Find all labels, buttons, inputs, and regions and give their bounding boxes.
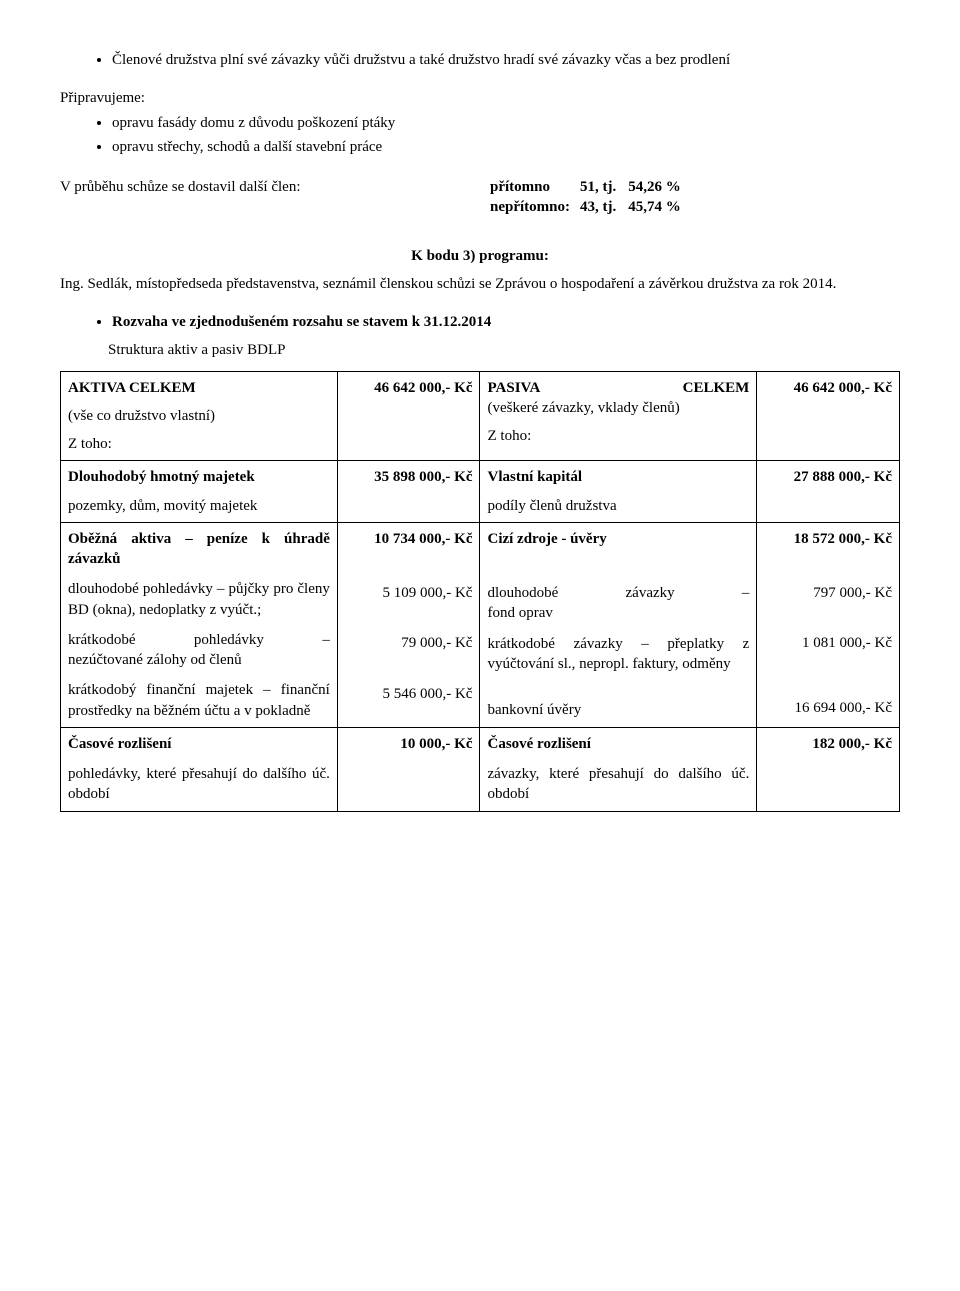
dhm-sub: pozemky, dům, movitý majetek <box>68 496 330 516</box>
casove-c-title: Časové rozlišení <box>487 734 749 754</box>
cizi-val3: 1 081 000,- Kč <box>764 633 892 653</box>
cizi-p1-l: dlouhodobé <box>487 583 558 603</box>
casove-c-p: závazky, které přesahují do dalšího úč. … <box>487 764 749 805</box>
attendance-block: V průběhu schůze se dostavil další člen:… <box>60 177 900 218</box>
prep-item-1: opravu fasády domu z důvodu poškození pt… <box>112 113 900 133</box>
aktiva-ztoho: Z toho: <box>68 434 330 454</box>
obezna-val2: 5 109 000,- Kč <box>345 583 473 603</box>
vk-value: 27 888 000,- Kč <box>757 461 900 523</box>
att-absent-pct: 45,74 % <box>628 197 681 217</box>
vk-sub: podíly členů družstva <box>487 496 749 516</box>
struktura-label: Struktura aktiv a pasiv BDLP <box>108 340 900 360</box>
casove-a-val: 10 000,- Kč <box>337 727 480 811</box>
cizi-title: Cizí zdroje - úvěry <box>487 529 749 549</box>
cizi-p1-r: – <box>742 583 750 603</box>
preparing-label: Připravujeme: <box>60 88 900 108</box>
prep-item-2: opravu střechy, schodů a další stavební … <box>112 137 900 157</box>
dhm-title: Dlouhodobý hmotný majetek <box>68 467 330 487</box>
obezna-p3: krátkodobý finanční majetek – finanční p… <box>68 680 330 721</box>
casove-a-p: pohledávky, které přesahují do dalšího ú… <box>68 764 330 805</box>
aktiva-celkem-title: AKTIVA CELKEM <box>68 378 330 398</box>
cizi-p2: krátkodobé závazky – přeplatky z vyúčtov… <box>487 634 749 675</box>
cizi-p1-m: závazky <box>626 583 675 603</box>
pasiva-sub: (veškeré závazky, vklady členů) <box>487 398 749 418</box>
top-bullet-1: Členové družstva plní své závazky vůči d… <box>112 50 900 70</box>
table-row: AKTIVA CELKEM (vše co družstvo vlastní) … <box>61 371 900 461</box>
table-row: Oběžná aktiva – peníze k úhradě závazků … <box>61 522 900 727</box>
cizi-val4: 16 694 000,- Kč <box>764 698 892 718</box>
program-heading: K bodu 3) programu: <box>60 246 900 266</box>
pasiva-celkem-value: 46 642 000,- Kč <box>757 371 900 461</box>
celkem-word: CELKEM <box>683 378 750 398</box>
obezna-p2-line2: nezúčtované zálohy od členů <box>68 650 330 670</box>
attendance-intro: V průběhu schůze se dostavil další člen: <box>60 177 490 218</box>
aktiva-celkem-sub: (vše co družstvo vlastní) <box>68 406 330 426</box>
pasiva-word: PASIVA <box>487 378 540 398</box>
obezna-val4: 5 546 000,- Kč <box>345 684 473 704</box>
balance-table: AKTIVA CELKEM (vše co družstvo vlastní) … <box>60 371 900 812</box>
att-absent-num: 43, tj. <box>580 197 620 217</box>
dhm-value: 35 898 000,- Kč <box>337 461 480 523</box>
vk-title: Vlastní kapitál <box>487 467 749 487</box>
rozvaha-bullet: Rozvaha ve zjednodušeném rozsahu se stav… <box>112 312 900 332</box>
cizi-p1-line2: fond oprav <box>487 603 749 623</box>
table-row: Dlouhodobý hmotný majetek pozemky, dům, … <box>61 461 900 523</box>
top-bullets: Členové družstva plní své závazky vůči d… <box>60 50 900 70</box>
obezna-p2-l: krátkodobé <box>68 630 135 650</box>
att-absent-label: nepřítomno: <box>490 197 572 217</box>
casove-a-title: Časové rozlišení <box>68 734 330 754</box>
obezna-p2-m: pohledávky <box>194 630 264 650</box>
obezna-p1: dlouhodobé pohledávky – půjčky pro členy… <box>68 579 330 620</box>
cizi-val2: 797 000,- Kč <box>764 583 892 603</box>
program-paragraph: Ing. Sedlák, místopředseda představenstv… <box>60 274 900 294</box>
att-present-pct: 54,26 % <box>628 177 681 197</box>
obezna-val3: 79 000,- Kč <box>345 633 473 653</box>
obezna-p2-r: – <box>322 630 330 650</box>
pasiva-ztoho: Z toho: <box>487 426 749 446</box>
cizi-val1: 18 572 000,- Kč <box>764 529 892 549</box>
cizi-p3: bankovní úvěry <box>487 700 749 720</box>
casove-c-val: 182 000,- Kč <box>757 727 900 811</box>
aktiva-celkem-value: 46 642 000,- Kč <box>337 371 480 461</box>
att-present-num: 51, tj. <box>580 177 620 197</box>
preparing-list: opravu fasády domu z důvodu poškození pt… <box>60 113 900 158</box>
table-row: Časové rozlišení pohledávky, které přesa… <box>61 727 900 811</box>
obezna-title: Oběžná aktiva – peníze k úhradě závazků <box>68 529 330 570</box>
att-present-label: přítomno <box>490 177 572 197</box>
obezna-val1: 10 734 000,- Kč <box>345 529 473 549</box>
rozvaha-list: Rozvaha ve zjednodušeném rozsahu se stav… <box>60 312 900 332</box>
